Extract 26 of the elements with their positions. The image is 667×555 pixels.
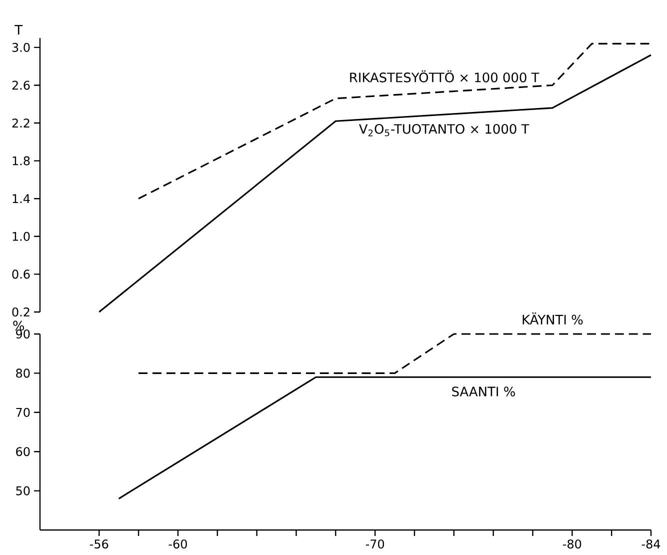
x-tick-label: -60 bbox=[168, 539, 187, 549]
x-tick-label: -70 bbox=[366, 539, 384, 549]
y-tick-label: 60 bbox=[16, 447, 30, 456]
x-tick-label: -56 bbox=[90, 539, 108, 549]
series-label: SAANTI % bbox=[452, 386, 515, 396]
series-label: V$_{2}$O$_{5}$-TUOTANTO × 1000 T bbox=[358, 124, 530, 136]
y-tick-label: 0.2 bbox=[12, 307, 30, 317]
y-tick-label: 1.4 bbox=[12, 194, 30, 203]
y-tick-label: 3.0 bbox=[12, 42, 30, 52]
line-series bbox=[98, 54, 652, 313]
y-tick-label: 1.8 bbox=[12, 156, 30, 166]
x-tick-label: -80 bbox=[562, 539, 582, 549]
y-tick-label: 70 bbox=[16, 408, 30, 417]
y-tick-label: 0.6 bbox=[12, 270, 30, 279]
y-tick-label: 1.0 bbox=[12, 232, 30, 241]
y-tick-label: 2.2 bbox=[12, 118, 30, 128]
line-series bbox=[138, 42, 652, 200]
series-label: KÄYNTI % bbox=[522, 312, 583, 325]
series-label: RIKASTESYÖTTÖ × 100 000 T bbox=[350, 70, 540, 82]
y-axis-title: % bbox=[13, 320, 24, 330]
y-tick-label: 90 bbox=[16, 329, 30, 339]
y-tick-label: 50 bbox=[16, 486, 30, 496]
y-tick-label: 2.6 bbox=[12, 80, 30, 90]
y-tick-label: 80 bbox=[16, 368, 30, 378]
x-tick-label: -84 bbox=[642, 539, 660, 549]
y-axis-title: T bbox=[14, 25, 23, 34]
